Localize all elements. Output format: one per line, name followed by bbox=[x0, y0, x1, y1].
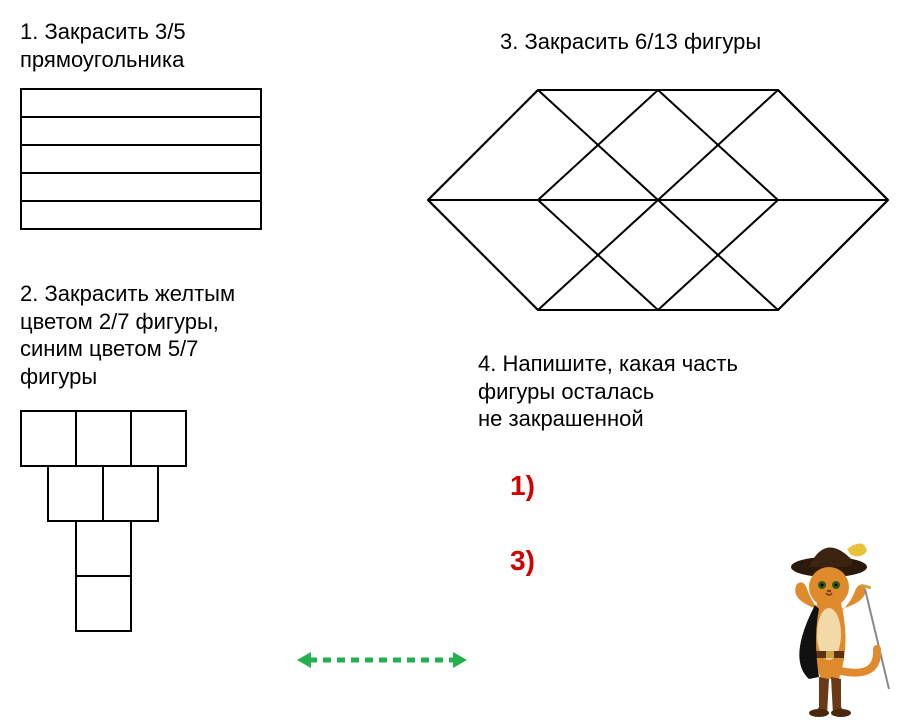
double-arrow-icon bbox=[295, 648, 470, 672]
answer-3-marker: 3) bbox=[510, 545, 535, 577]
task-2-text: 2. Закрасить желтым цветом 2/7 фигуры, с… bbox=[20, 280, 235, 390]
rectangle-5-rows bbox=[20, 88, 264, 232]
hexagon-13-triangles bbox=[418, 80, 898, 320]
task-1-text: 1. Закрасить 3/5 прямоугольника bbox=[20, 18, 186, 73]
task-4-text: 4. Напишите, какая часть фигуры осталась… bbox=[478, 350, 738, 433]
square-stack-figure bbox=[20, 410, 200, 635]
task-3-text: 3. Закрасить 6/13 фигуры bbox=[500, 28, 761, 56]
cat-character-illustration bbox=[769, 539, 899, 719]
answer-1-marker: 1) bbox=[510, 470, 535, 502]
